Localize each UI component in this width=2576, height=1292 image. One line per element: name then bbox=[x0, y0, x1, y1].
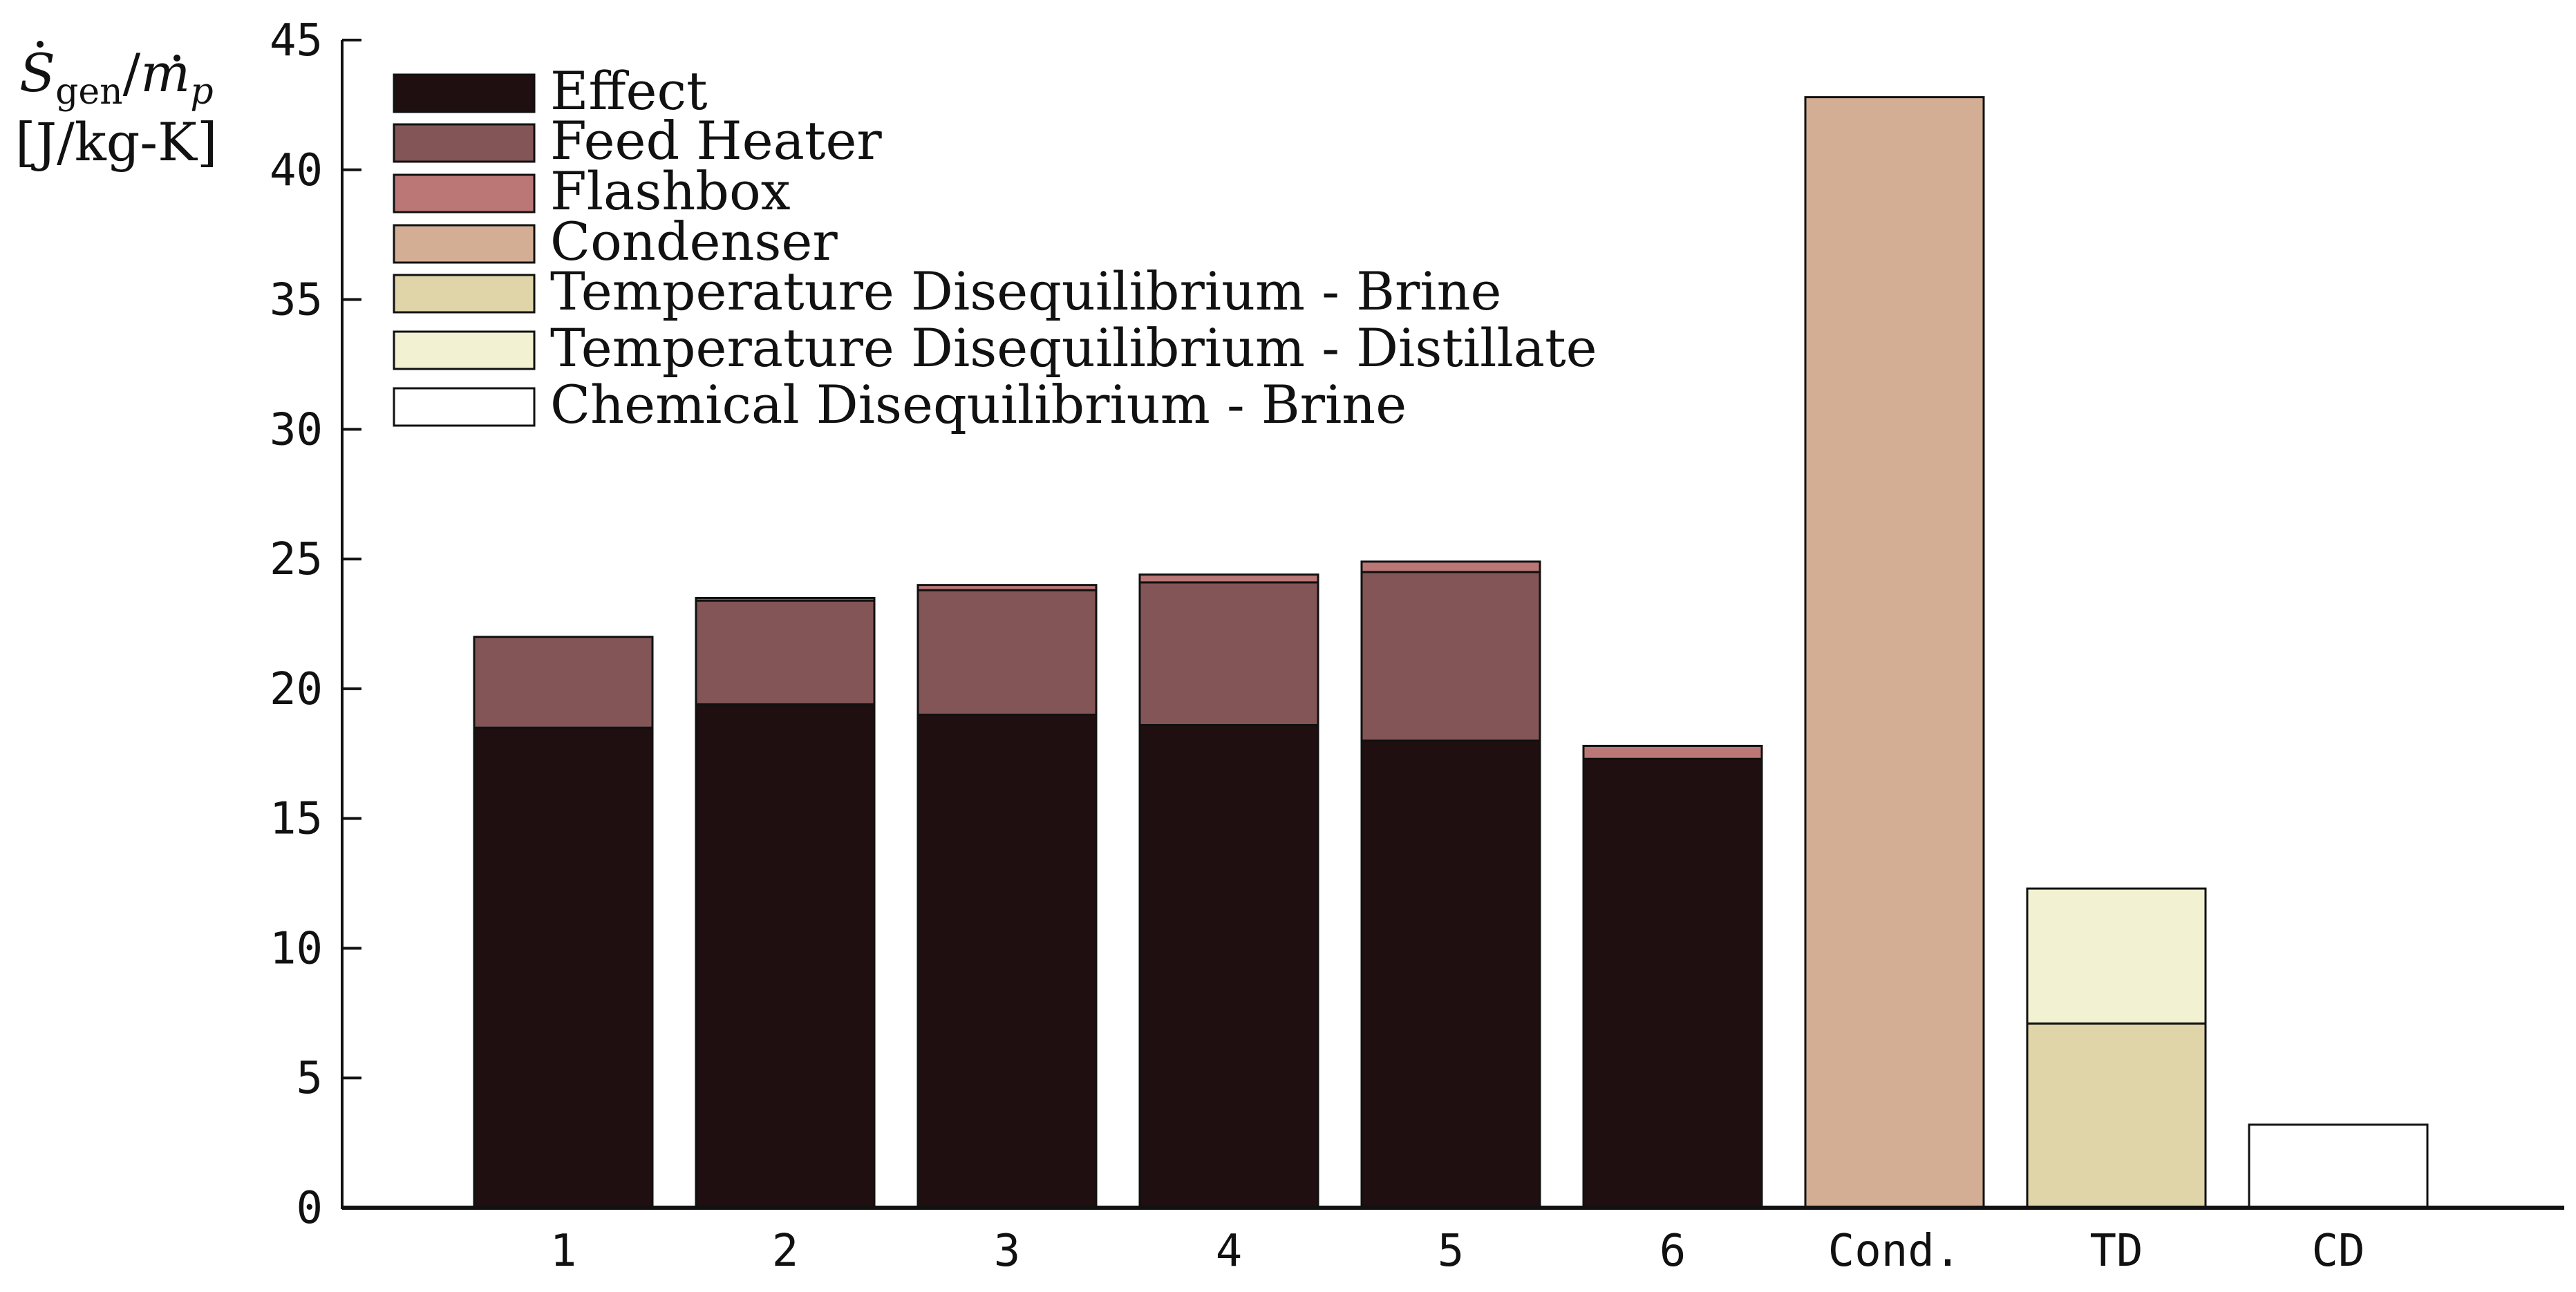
bar-segment-3-0 bbox=[1138, 723, 1319, 1209]
bar-segment-4-0 bbox=[1360, 739, 1541, 1209]
bar-segment-3-2 bbox=[1138, 573, 1319, 584]
bar-segment-7-4 bbox=[2026, 1022, 2207, 1209]
y-tick-label-2: 10 bbox=[270, 923, 323, 974]
y-tick-label-3: 15 bbox=[270, 794, 323, 845]
bar-segment-0-1 bbox=[473, 636, 654, 729]
bar-segment-6-3 bbox=[1804, 96, 1985, 1209]
legend-swatch-3 bbox=[393, 224, 536, 264]
x-tick-label-5: 6 bbox=[1660, 1226, 1686, 1277]
y-axis-label: Sgen/mp [J/kg-K] bbox=[15, 41, 218, 173]
bar-segment-1-2 bbox=[695, 596, 876, 602]
y-label-sub-gen: gen bbox=[55, 71, 123, 113]
bar-segment-5-0 bbox=[1582, 757, 1763, 1209]
bar-segment-2-1 bbox=[916, 589, 1098, 716]
y-tick-label-4: 20 bbox=[270, 664, 323, 715]
bar-segment-4-1 bbox=[1360, 571, 1541, 742]
legend-label-4: Temperature Disequilibrium - Brine bbox=[550, 260, 1502, 322]
bar-segment-1-0 bbox=[695, 703, 876, 1209]
y-tick-label-5: 25 bbox=[270, 534, 323, 585]
x-tick-label-8: CD bbox=[2311, 1226, 2365, 1277]
bar-segment-1-1 bbox=[695, 599, 876, 705]
y-tick-label-7: 35 bbox=[270, 275, 323, 326]
y-label-sub-p: p bbox=[190, 71, 213, 113]
x-tick-label-4: 5 bbox=[1438, 1226, 1465, 1277]
x-tick-label-7: TD bbox=[2089, 1226, 2143, 1277]
y-tick-label-6: 30 bbox=[270, 404, 323, 455]
y-label-m: m bbox=[140, 42, 190, 104]
bar-segment-8-6 bbox=[2248, 1123, 2429, 1209]
legend-swatch-6 bbox=[393, 387, 536, 427]
legend-swatch-4 bbox=[393, 274, 536, 314]
legend-swatch-2 bbox=[393, 173, 536, 213]
legend-label-0: Effect bbox=[550, 60, 708, 122]
y-label-s: S bbox=[19, 42, 55, 104]
x-tick-label-6: Cond. bbox=[1828, 1226, 1962, 1277]
bars-group bbox=[473, 96, 2429, 1209]
legend-label-6: Chemical Disequilibrium - Brine bbox=[550, 374, 1407, 435]
x-tick-label-1: 2 bbox=[772, 1226, 799, 1277]
bar-segment-4-2 bbox=[1360, 560, 1541, 573]
bar-segment-0-0 bbox=[473, 726, 654, 1209]
y-tick-label-8: 40 bbox=[270, 145, 323, 196]
legend-label-5: Temperature Disequilibrium - Distillate bbox=[550, 317, 1597, 379]
x-tick-label-3: 4 bbox=[1216, 1226, 1243, 1277]
legend-swatch-1 bbox=[393, 123, 536, 163]
bar-segment-3-1 bbox=[1138, 581, 1319, 726]
y-axis-label-line1: Sgen/mp bbox=[19, 42, 214, 113]
y-tick-label-0: 0 bbox=[296, 1183, 323, 1234]
bar-segment-7-5 bbox=[2026, 887, 2207, 1025]
y-tick-label-1: 5 bbox=[296, 1053, 323, 1104]
legend-swatch-0 bbox=[393, 73, 536, 113]
x-tick-label-2: 3 bbox=[994, 1226, 1021, 1277]
y-label-s-dot bbox=[37, 41, 44, 48]
legend-swatch-5 bbox=[393, 330, 536, 370]
y-label-m-dot bbox=[173, 55, 180, 61]
legend-label-3: Condenser bbox=[550, 211, 838, 272]
bar-segment-2-2 bbox=[916, 584, 1098, 591]
y-axis-label-line2: [J/kg-K] bbox=[15, 111, 218, 173]
legend-label-2: Flashbox bbox=[550, 160, 791, 222]
x-tick-label-0: 1 bbox=[550, 1226, 577, 1277]
bar-segment-2-0 bbox=[916, 713, 1098, 1209]
legend-label-1: Feed Heater bbox=[550, 110, 882, 171]
y-label-slash: / bbox=[123, 42, 141, 104]
bar-segment-5-2 bbox=[1582, 745, 1763, 760]
y-tick-label-9: 45 bbox=[270, 15, 323, 66]
